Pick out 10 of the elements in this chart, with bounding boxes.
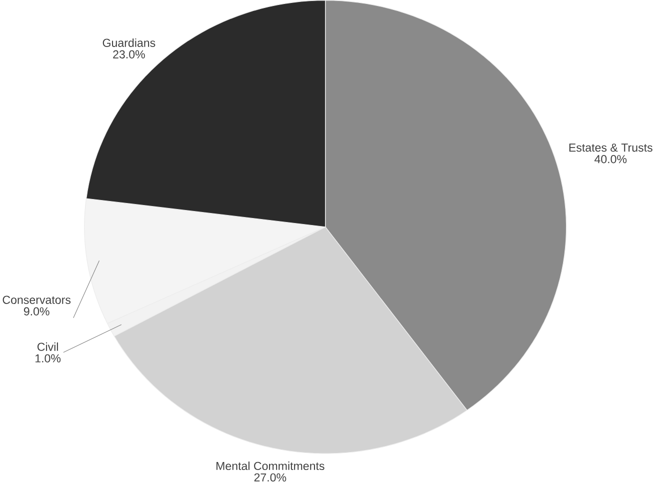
data-label: 9.0% [24,307,50,316]
data-label: 40.0% [594,155,627,164]
data-label: 1.0% [36,354,61,363]
slice-label: Estates & Trusts [569,144,652,152]
slice-label: Guardians [102,38,156,48]
data-label: 23.0% [113,50,145,59]
slice-label: Mental Commitments [216,462,324,470]
data-label: 27.0% [254,473,286,482]
slice-label: Civil [37,342,58,352]
slice-label: Conservators [2,296,71,304]
